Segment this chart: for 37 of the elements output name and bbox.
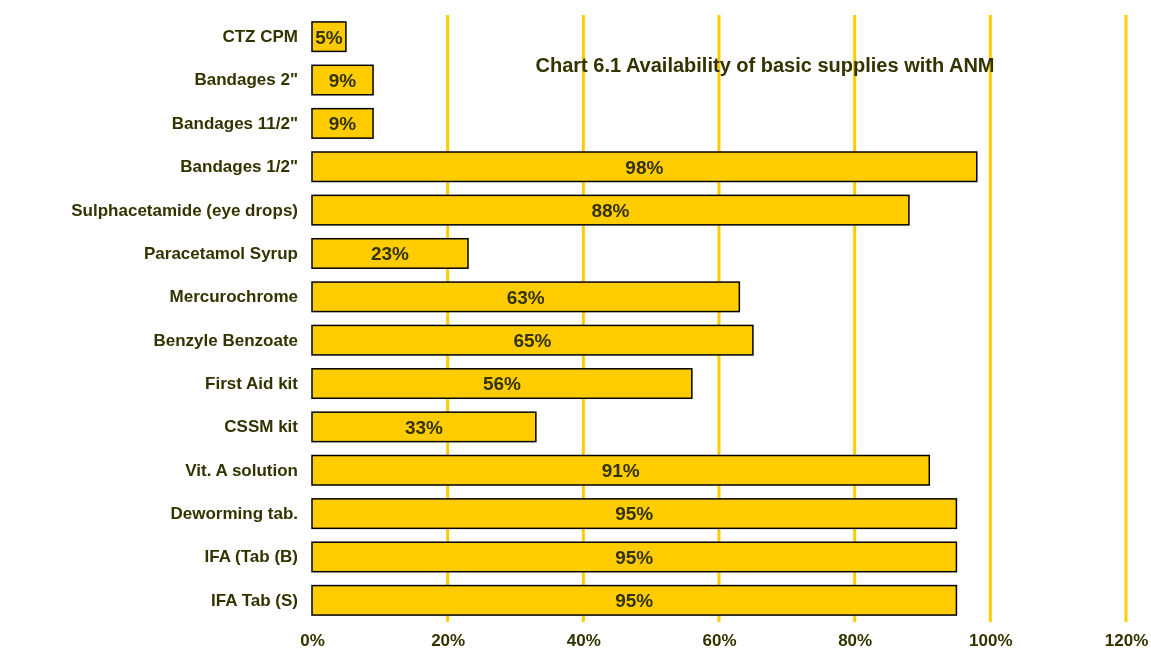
data-label: 9% <box>328 113 357 135</box>
y-tick-label: Paracetamol Syrup <box>143 243 298 263</box>
data-label: 9% <box>328 69 357 91</box>
data-label: 63% <box>506 286 545 308</box>
y-tick-label: IFA Tab (S) <box>211 590 298 610</box>
y-tick-label: Bandages 2" <box>194 70 298 90</box>
y-tick-label: CTZ CPM <box>222 27 298 47</box>
data-label: 95% <box>615 503 654 525</box>
y-tick-label: First Aid kit <box>205 373 299 393</box>
x-tick-label: 80% <box>838 631 873 651</box>
data-label: 98% <box>625 156 664 178</box>
y-tick-label: Sulphacetamide (eye drops) <box>71 200 298 220</box>
x-tick-label: 60% <box>702 631 737 651</box>
data-label: 23% <box>370 243 410 265</box>
data-label: 91% <box>601 460 640 482</box>
y-tick-label: CSSM kit <box>224 417 299 437</box>
y-tick-label: IFA (Tab (B) <box>204 547 298 567</box>
y-tick-label: Bandages 1/2" <box>180 157 298 177</box>
x-tick-label: 20% <box>431 631 466 651</box>
data-label: 56% <box>482 373 522 395</box>
y-tick-label: Mercurochrome <box>169 287 298 307</box>
y-tick-label: Deworming tab. <box>170 504 298 524</box>
y-tick-label: Bandages 11/2" <box>171 113 298 133</box>
data-label: 65% <box>513 330 552 352</box>
data-label: 95% <box>615 546 654 568</box>
bar <box>311 64 374 96</box>
y-tick-label: Benzyle Benzoate <box>153 330 298 350</box>
x-tick-label: 100% <box>969 631 1013 651</box>
y-tick-label: Vit. A solution <box>185 460 298 480</box>
data-label: 33% <box>404 416 444 438</box>
x-tick-label: 120% <box>1104 631 1149 651</box>
x-tick-label: 40% <box>566 631 601 651</box>
data-label: 95% <box>615 590 654 612</box>
data-label: 5% <box>315 26 343 48</box>
data-label: 88% <box>591 199 630 221</box>
bar <box>311 107 374 139</box>
x-tick-label: 0% <box>300 631 325 651</box>
